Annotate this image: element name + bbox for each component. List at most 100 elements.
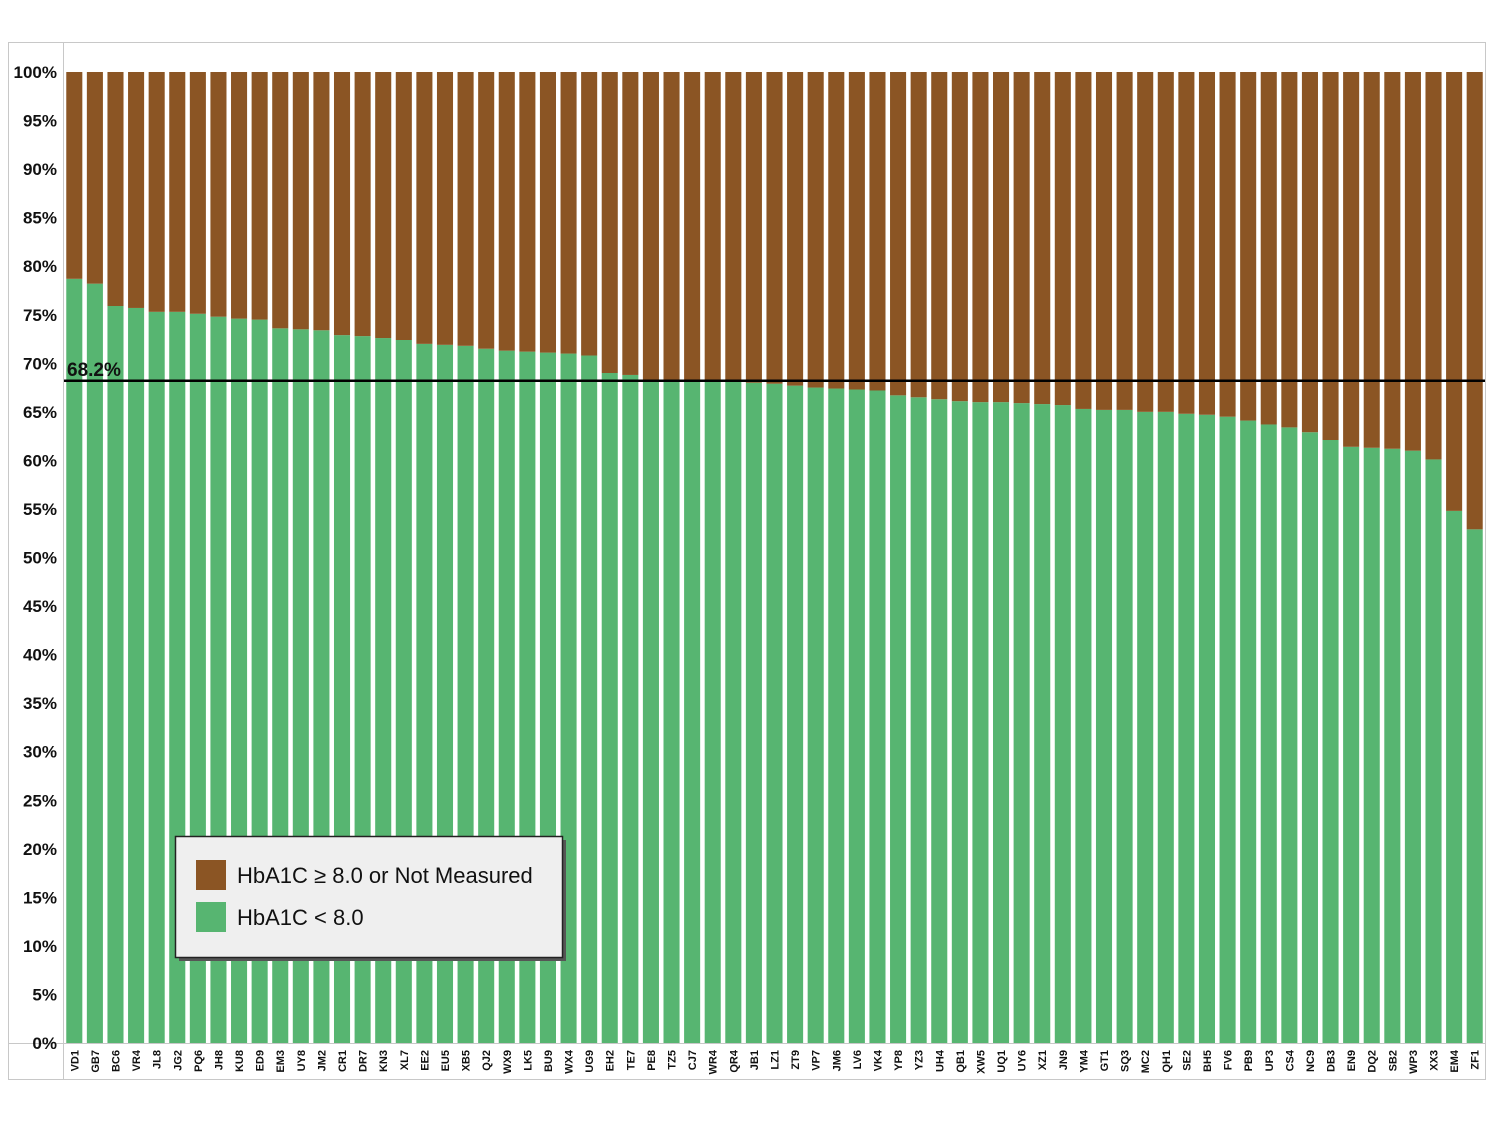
y-tick-label: 95% <box>23 112 57 131</box>
y-tick-label: 10% <box>23 937 57 956</box>
bar-segment-high <box>601 72 618 374</box>
x-tick-label: EM3 <box>275 1050 287 1073</box>
x-tick-label: JN9 <box>1058 1050 1070 1070</box>
bar-segment-high <box>1301 72 1318 433</box>
x-tick-label: WX4 <box>564 1049 576 1074</box>
bar-segment-low <box>1137 411 1154 1044</box>
bar-segment-high <box>1404 72 1421 451</box>
x-tick-label: DR7 <box>358 1050 370 1072</box>
x-tick-label: DB3 <box>1326 1050 1338 1072</box>
bar-segment-high <box>272 72 289 329</box>
y-tick-label: 90% <box>23 160 57 179</box>
x-tick-label: JB1 <box>749 1050 761 1070</box>
x-tick-label: XL7 <box>399 1050 411 1070</box>
bar-segment-low <box>1116 409 1133 1044</box>
x-tick-label: JH8 <box>213 1050 225 1070</box>
bar-segment-high <box>766 72 783 384</box>
bar-segment-high <box>828 72 845 389</box>
x-tick-label: ZT9 <box>790 1050 802 1070</box>
y-tick-label: 20% <box>23 840 57 859</box>
bar-segment-low <box>1466 529 1483 1043</box>
x-axis-ticks: VD1 GB7 BC6 VR4 JL8 JG2 PQ6 JH8 KU8 ED9 EM3 UY8 JM2 C… <box>69 1049 1481 1074</box>
x-tick-label: PE8 <box>646 1050 658 1071</box>
y-tick-label: 60% <box>23 451 57 470</box>
bar-segment-high <box>1178 72 1195 414</box>
x-tick-label: CJ7 <box>687 1050 699 1070</box>
bar-segment-high <box>869 72 886 391</box>
y-tick-label: 75% <box>23 306 57 325</box>
bar-segment-low <box>1260 424 1277 1043</box>
x-tick-label: JM6 <box>831 1050 843 1071</box>
bar-segment-high <box>1363 72 1380 448</box>
bar-segment-low <box>1301 432 1318 1044</box>
bar-segment-high <box>478 72 495 349</box>
x-tick-label: LK5 <box>522 1050 534 1071</box>
x-tick-label: UY6 <box>1017 1050 1029 1071</box>
bar-segment-high <box>1013 72 1030 404</box>
x-tick-label: BC6 <box>110 1050 122 1072</box>
bar-segment-high <box>1466 72 1483 530</box>
bar-segment-low <box>1343 446 1360 1043</box>
x-tick-label: KN3 <box>378 1050 390 1072</box>
x-tick-label: WP3 <box>1408 1050 1420 1074</box>
x-tick-label: LV6 <box>852 1050 864 1069</box>
bar-segment-low <box>601 373 618 1043</box>
bar-segment-low <box>1281 427 1298 1043</box>
bar-segment-high <box>498 72 515 351</box>
y-axis-ticks: 0% 5% 10% 15% 20% 25% 30% 35% 40% 45% 50% 55% 60% 65%… <box>14 63 57 1053</box>
bar-segment-low <box>766 383 783 1043</box>
bar-segment-low <box>1178 413 1195 1043</box>
x-tick-label: FV6 <box>1223 1050 1235 1070</box>
x-tick-label: UP3 <box>1264 1050 1276 1071</box>
bar-segment-low <box>931 399 948 1043</box>
x-tick-label: UY8 <box>296 1050 308 1071</box>
bar-segment-high <box>1281 72 1298 428</box>
bar-segment-high <box>333 72 351 336</box>
bar-segment-low <box>704 380 721 1043</box>
x-tick-label: QH1 <box>1161 1050 1173 1073</box>
bar-segment-low <box>848 389 865 1044</box>
bar-segment-low <box>107 306 124 1043</box>
bar-segment-low <box>148 311 165 1043</box>
bar-segment-high <box>1157 72 1174 412</box>
bar-segment-high <box>395 72 412 340</box>
x-tick-label: CR1 <box>337 1050 349 1072</box>
legend: HbA1C ≥ 8.0 or Not Measured HbA1C < 8.0 <box>174 835 566 961</box>
x-tick-label: UQ1 <box>996 1050 1008 1073</box>
y-tick-label: 55% <box>23 500 57 519</box>
bar-segment-high <box>581 72 598 356</box>
bar-segment-high <box>457 72 474 346</box>
x-tick-label: YZ3 <box>914 1050 926 1070</box>
bar-segment-low <box>807 387 824 1043</box>
x-tick-label: XX3 <box>1429 1050 1441 1071</box>
bar-segment-low <box>1322 440 1339 1043</box>
bar-segment-high <box>1219 72 1236 417</box>
bar-segment-high <box>519 72 536 352</box>
bar-segment-high <box>684 72 701 381</box>
bar-segment-high <box>416 72 433 344</box>
y-tick-label: 85% <box>23 209 57 228</box>
x-tick-label: WR4 <box>708 1049 720 1074</box>
x-tick-label: DQ2 <box>1367 1050 1379 1073</box>
bar-segment-high <box>910 72 927 398</box>
x-tick-label: QJ2 <box>481 1050 493 1071</box>
bar-segment-high <box>931 72 948 400</box>
x-tick-label: WX9 <box>502 1050 514 1074</box>
x-tick-label: CS4 <box>1284 1049 1296 1071</box>
bar-segment-low <box>787 385 804 1043</box>
x-tick-label: TE7 <box>625 1050 637 1070</box>
bar-segment-high <box>148 72 165 312</box>
x-tick-label: VP7 <box>811 1050 823 1071</box>
x-tick-label: NC9 <box>1305 1050 1317 1072</box>
bar-segment-high <box>1343 72 1360 447</box>
x-tick-label: GT1 <box>1099 1050 1111 1071</box>
x-tick-label: MC2 <box>1140 1050 1152 1073</box>
x-tick-label: YM4 <box>1078 1049 1090 1073</box>
bar-segment-high <box>972 72 989 403</box>
bar-segment-low <box>1095 409 1113 1044</box>
bar-segment-high <box>210 72 227 317</box>
bar-segment-high <box>1137 72 1154 412</box>
bar-segment-high <box>1198 72 1216 415</box>
